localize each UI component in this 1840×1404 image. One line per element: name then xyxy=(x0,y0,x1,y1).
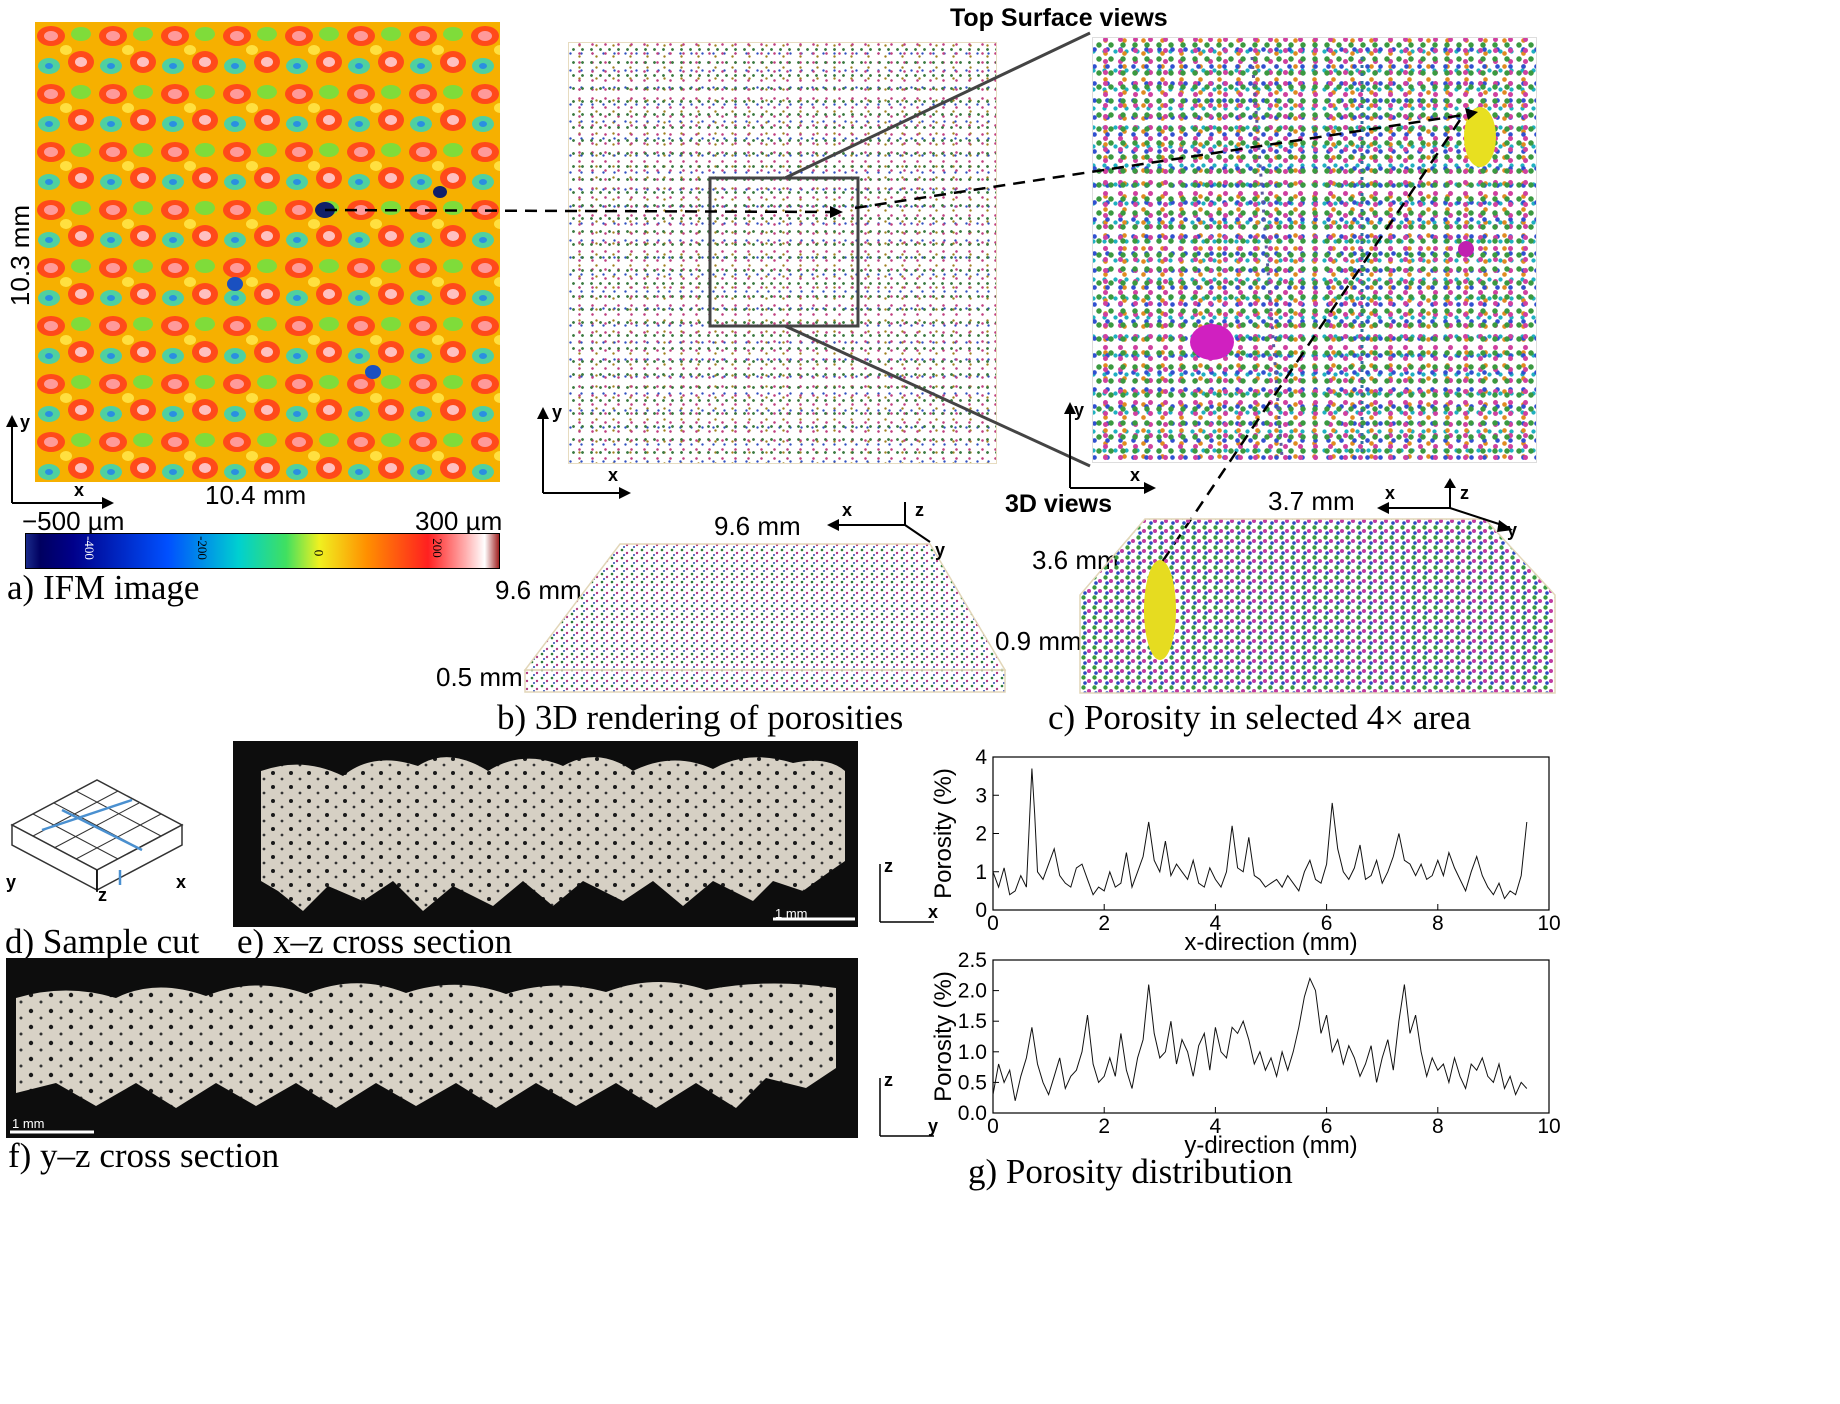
sample-cut-z: z xyxy=(98,885,107,905)
sample-cut-x: x xyxy=(176,872,187,892)
xz-axis-z: z xyxy=(884,856,893,876)
panel-b-3d-axis-y: y xyxy=(935,540,946,560)
caption-f: f) y–z cross section xyxy=(8,1136,280,1175)
y-tick-label: 2.0 xyxy=(958,980,987,1003)
ifm-axis-x-label: x xyxy=(74,480,85,500)
y-tick-label: 4 xyxy=(975,746,987,769)
y-axis-title: Porosity (%) xyxy=(930,971,957,1102)
panel-b-3d-axis-z: z xyxy=(915,500,924,520)
caption-c: c) Porosity in selected 4× area xyxy=(1048,698,1472,737)
panel-b-dim-top: 9.6 mm xyxy=(714,511,801,541)
panel-c-dim-top: 3.7 mm xyxy=(1268,486,1355,516)
panel-b-3d-axes xyxy=(827,502,931,543)
zoom-axis-y-label: y xyxy=(1074,400,1085,420)
ifm-height-label: 10.3 mm xyxy=(5,204,36,307)
series-line-x-direction xyxy=(992,768,1528,900)
xz-scale-label: 1 mm xyxy=(775,906,808,921)
panel-c-3d-axis-y: y xyxy=(1507,520,1518,540)
x-tick-label: 8 xyxy=(1432,912,1444,935)
x-tick-label: 0 xyxy=(987,1115,999,1138)
ifm-axis-y-label: y xyxy=(20,412,31,432)
x-tick-label: 6 xyxy=(1321,912,1333,935)
top-surface-title: Top Surface views xyxy=(950,4,1168,32)
plot-frame xyxy=(992,756,1550,911)
ifm-axis-arrows xyxy=(6,415,114,509)
sample-cut-y: y xyxy=(6,872,17,892)
zoom-axis-arrows xyxy=(1064,402,1156,494)
plot-frame xyxy=(992,959,1550,1114)
panel-c-3d-axis-z: z xyxy=(1460,483,1469,503)
caption-g: g) Porosity distribution xyxy=(968,1152,1293,1191)
top-view-axis-arrows xyxy=(537,407,631,499)
y-tick-label: 1.0 xyxy=(958,1041,987,1064)
series-line-y-direction xyxy=(992,976,1528,1101)
yz-cross-section-image xyxy=(6,958,858,1138)
yz-axis-y: y xyxy=(928,1116,939,1136)
colorbar-tick-neg200: -200 xyxy=(194,536,210,560)
yz-axis-z: z xyxy=(884,1070,893,1090)
xz-axis-x: x xyxy=(928,902,939,922)
views3d-title: 3D views xyxy=(1005,490,1113,518)
caption-d: d) Sample cut xyxy=(5,922,200,961)
colorbar-tick-200: 200 xyxy=(429,538,445,558)
selection-box-overlay xyxy=(708,31,1091,468)
x-axis-title: y-direction (mm) xyxy=(1184,1132,1357,1158)
x-tick-label: 2 xyxy=(1098,912,1110,935)
ifm-heightmap-image xyxy=(35,22,500,482)
caption-e: e) x–z cross section xyxy=(237,922,513,961)
colorbar-max-label: 300 µm xyxy=(415,506,503,536)
colorbar-tick-0: 0 xyxy=(311,549,327,557)
x-tick-label: 8 xyxy=(1432,1115,1444,1138)
top-view-axis-y-label: y xyxy=(552,402,563,422)
ifm-heightmap xyxy=(35,22,500,482)
x-tick-label: 10 xyxy=(1537,912,1560,935)
x-tick-label: 10 xyxy=(1537,1115,1560,1138)
panel-c-3d-block xyxy=(1079,518,1556,694)
colorbar-min-label: −500 µm xyxy=(22,506,125,536)
porosity-y-chart: 0 2 4 6 8 10 0.0 0.5 1.0 1.5 2.0 2.5 y-direction (mm… xyxy=(930,949,1561,1158)
sample-cut-diagram xyxy=(10,779,184,892)
dashed-link-ifm-to-pore xyxy=(325,206,843,218)
panel-b-dim-height: 0.5 mm xyxy=(436,662,523,692)
xz-cross-section-image xyxy=(233,741,858,927)
yz-scale-label: 1 mm xyxy=(12,1116,45,1131)
colorbar-tick-neg400: -400 xyxy=(81,536,97,560)
caption-b: b) 3D rendering of porosities xyxy=(497,698,904,737)
y-axis-title: Porosity (%) xyxy=(930,768,957,899)
yz-axis-glyph xyxy=(879,1078,934,1137)
x-tick-label: 4 xyxy=(1210,1115,1222,1138)
y-tick-label: 3 xyxy=(975,784,987,807)
xz-axis-glyph xyxy=(879,864,934,923)
colorbar xyxy=(25,533,500,569)
y-tick-label: 2 xyxy=(975,823,987,846)
y-tick-label: 1.5 xyxy=(958,1010,987,1033)
panel-b-dim-side: 9.6 mm xyxy=(495,575,582,605)
x-tick-label: 2 xyxy=(1098,1115,1110,1138)
x-tick-label: 4 xyxy=(1210,912,1222,935)
x-axis-title: x-direction (mm) xyxy=(1184,929,1357,955)
panel-b-3d-slab xyxy=(523,543,1007,693)
panel-c-dim-height: 0.9 mm xyxy=(995,626,1082,656)
top-view-axis-x-label: x xyxy=(608,465,619,485)
x-tick-label: 0 xyxy=(987,912,999,935)
ifm-width-label: 10.4 mm xyxy=(205,480,307,510)
panel-c-3d-axes xyxy=(1377,478,1513,532)
caption-a: a) IFM image xyxy=(7,568,200,607)
x-tick-label: 6 xyxy=(1321,1115,1333,1138)
y-tick-label: 0.5 xyxy=(958,1071,987,1094)
panel-c-3d-axis-x: x xyxy=(1385,483,1396,503)
y-tick-label: 1 xyxy=(975,861,987,884)
panel-b-3d-axis-x: x xyxy=(842,500,853,520)
y-tick-label: 2.5 xyxy=(958,949,987,972)
y-tick-label: 0.0 xyxy=(958,1102,987,1125)
dashed-link-zoom xyxy=(854,108,1478,581)
y-tick-label: 0 xyxy=(975,899,987,922)
zoom-axis-x-label: x xyxy=(1130,465,1141,485)
